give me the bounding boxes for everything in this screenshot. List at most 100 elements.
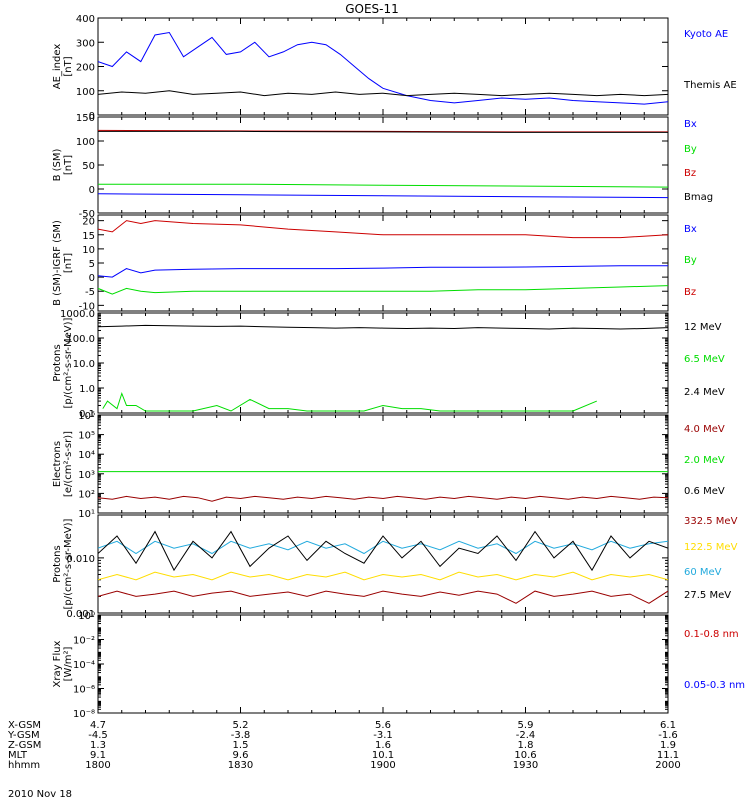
series-line-332-5-mev [98,590,668,604]
ephem-value: 1800 [85,760,110,771]
ephem-value: 9.6 [233,750,249,761]
ephem-value: 1900 [370,760,395,771]
ephem-value: 10.6 [514,750,536,761]
y-tick-label: 10⁶ [78,411,95,422]
legend-entry: By [684,144,697,155]
y-tick-label: 0.010 [66,554,95,565]
y-tick-label: 10⁻⁶ [73,685,95,696]
y-tick-label: 100.0 [66,334,95,345]
ephem-value: 6.1 [660,720,676,731]
legend-entry: 27.5 MeV [684,590,731,601]
y-axis-label: Xray Flux [52,640,63,687]
y-tick-label: 10 [82,245,95,256]
ephem-value: 11.1 [657,750,679,761]
series-line-by [98,183,668,188]
series-line-bx [98,193,668,199]
ephem-value: 9.1 [90,750,106,761]
y-tick-label: 400 [76,14,95,25]
legend-entry: Bz [684,287,696,298]
ephem-value: 4.7 [90,720,106,731]
series-line-bmag [98,130,668,133]
legend-entry: 122.5 MeV [684,542,738,553]
ephem-value: 1.9 [660,740,676,751]
y-axis-label: [nT] [63,253,74,273]
panel-5: 10¹ 10² 10³ 10⁴ 10⁵ 10⁶ Electrons [e/(cm²-s-sr)… [52,411,725,520]
panel-7: 10⁻⁸ 10⁻⁶ 10⁻⁴ 10⁻² 10⁰ Xray Flux [W/m²] 0.1-0.… [52,611,745,720]
y-tick-label: 5 [89,259,95,270]
y-tick-label: 10⁴ [78,450,95,461]
panel-frame [97,17,669,116]
date-label: 2010 Nov 18 [8,789,72,800]
y-tick-label: 0 [89,185,95,196]
y-tick-label: 100 [76,87,95,98]
panel-frame [97,614,669,714]
ephem-value: 2000 [655,760,680,771]
ephem-row-label: Z-GSM [8,740,41,751]
y-tick-label: 100 [76,137,95,148]
ephem-value: 1.5 [233,740,249,751]
ephem-value: 1930 [513,760,538,771]
y-tick-label: 300 [76,38,95,49]
y-axis-label: [nT] [63,155,74,175]
y-tick-label: 10⁻⁴ [73,660,95,671]
panel-2: -50 0 50 100 150 B (SM) [nT] Bx By Bz Bmag [52,113,713,220]
ephem-value: 1.8 [518,740,534,751]
y-tick-label: -5 [85,287,95,298]
legend-entry: 12 MeV [684,322,722,333]
series-line-122-5-mev [98,571,668,581]
ephem-value: -2.4 [516,730,536,741]
ephem-value: 1.3 [90,740,106,751]
y-tick-label: -10 [79,301,95,312]
legend-entry: 2.0 MeV [684,455,725,466]
chart-title: GOES-11 [345,2,399,16]
legend-entry: Themis AE [683,80,737,91]
series-line-27-5-mev [98,530,668,572]
ephem-row-label: MLT [8,750,28,761]
legend-entry: 0.6 MeV [684,486,725,497]
y-axis-label: Electrons [52,441,63,487]
ephem-row-label: Y-GSM [7,730,40,741]
y-axis-label: [p/(cm²-s-sr-MeV)] [63,317,74,408]
legend-entry: Bx [684,119,697,130]
y-tick-label: -50 [79,209,95,220]
y-tick-label: 0.1 [79,409,95,420]
legend-entry: 6.5 MeV [684,354,725,365]
legend-entry: By [684,255,697,266]
y-tick-label: 10⁰ [78,611,95,622]
ephem-row-label: X-GSM [8,720,41,731]
ephem-value: -4.5 [88,730,108,741]
y-axis-label: [p/(cm²-s-sr-MeV)] [63,518,74,609]
y-tick-label: 1000.0 [60,309,95,320]
y-tick-label: 10⁻² [73,636,95,647]
legend-entry: 0.1-0.8 nm [684,629,739,640]
y-tick-label: 200 [76,63,95,74]
panel-frame [97,214,669,312]
y-axis-label: AE_index [52,44,63,90]
panel-1: 0 100 200 300 400 AE_index [nT] Kyoto AE Themis … [52,14,737,122]
legend-entry: 332.5 MeV [684,516,738,527]
panel-4: 0.1 1.0 10.0 100.0 1000.0 Protons [p/(cm²-s-sr… [52,309,725,420]
legend-entry: 4.0 MeV [684,424,725,435]
ephem-value: 10.1 [372,750,394,761]
y-axis-label: [e/(cm²-s-sr)] [63,431,74,497]
ephem-row-label: hhmm [8,760,40,771]
legend-entry: 60 MeV [684,567,722,578]
y-tick-label: 10¹ [78,509,95,520]
y-tick-label: 15 [82,231,95,242]
y-tick-label: 10⁵ [78,431,95,442]
ephem-value: 5.9 [518,720,534,731]
y-axis-label: B (SM) [52,148,63,181]
legend-entry: Bx [684,224,697,235]
series-line-by [98,285,668,295]
y-tick-label: 10² [78,489,95,500]
y-tick-label: 0 [89,111,95,122]
ephem-value: 5.6 [375,720,391,731]
y-axis-label: Protons [52,545,63,582]
ephem-value: 5.2 [233,720,249,731]
y-axis-label: Protons [52,344,63,381]
series-line-bz [98,220,668,239]
